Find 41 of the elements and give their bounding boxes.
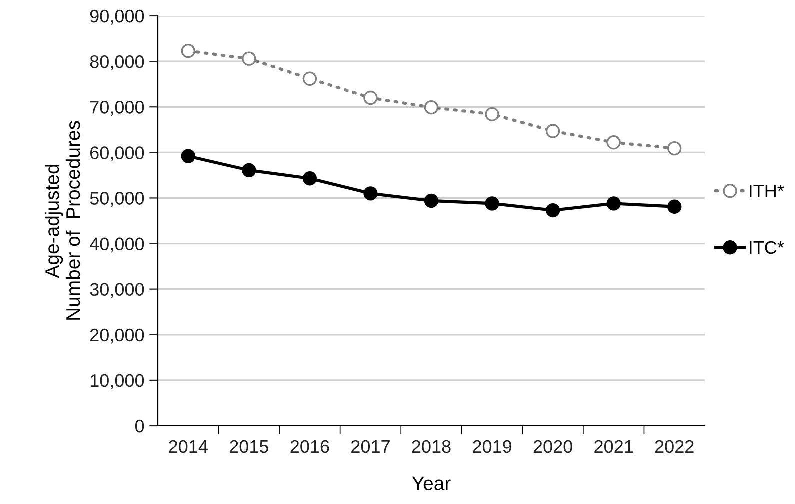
y-tick-label: 30,000 bbox=[90, 283, 144, 298]
point bbox=[181, 149, 196, 164]
y-tick-label: 90,000 bbox=[90, 10, 144, 25]
x-tick-label: 2015 bbox=[230, 440, 268, 454]
x-tick-label: 2021 bbox=[594, 440, 634, 454]
y-tick-label: 20,000 bbox=[90, 328, 144, 344]
point bbox=[364, 186, 378, 201]
point bbox=[606, 196, 621, 211]
x-tick-label: 2022 bbox=[655, 440, 694, 454]
y-tick-label: 10,000 bbox=[90, 374, 144, 390]
point bbox=[302, 172, 318, 186]
y-tick-label: 60,000 bbox=[90, 146, 144, 162]
y-tick-label: 70,000 bbox=[90, 101, 144, 116]
point bbox=[606, 136, 621, 150]
y-tick-label: 50,000 bbox=[90, 192, 144, 208]
y-axis-title: Age-adjusted Number of Procedures bbox=[44, 121, 80, 320]
point bbox=[546, 203, 560, 218]
x-tick-label: 2014 bbox=[169, 440, 208, 454]
point bbox=[181, 44, 196, 58]
point bbox=[242, 52, 256, 66]
x-tick-label: 2020 bbox=[534, 440, 572, 454]
point bbox=[485, 107, 500, 122]
point bbox=[546, 124, 560, 138]
x-tick-label: 2017 bbox=[352, 440, 390, 454]
y-tick-label: 80,000 bbox=[90, 55, 144, 70]
point bbox=[668, 141, 682, 156]
legend-label: ITH* bbox=[750, 184, 784, 198]
y-tick-label: 40,000 bbox=[90, 238, 144, 253]
x-axis-title: Year bbox=[412, 476, 451, 490]
legend-label: ITC* bbox=[750, 241, 784, 254]
point bbox=[668, 200, 682, 214]
point bbox=[424, 100, 439, 115]
x-tick-label: 2016 bbox=[290, 440, 330, 454]
point bbox=[364, 90, 378, 106]
y-tick-label: 0 bbox=[135, 420, 144, 433]
point bbox=[485, 196, 500, 211]
x-tick-label: 2018 bbox=[412, 440, 451, 454]
point bbox=[242, 163, 256, 178]
x-tick-label: 2019 bbox=[473, 440, 512, 454]
point bbox=[424, 194, 439, 208]
point bbox=[302, 72, 318, 86]
